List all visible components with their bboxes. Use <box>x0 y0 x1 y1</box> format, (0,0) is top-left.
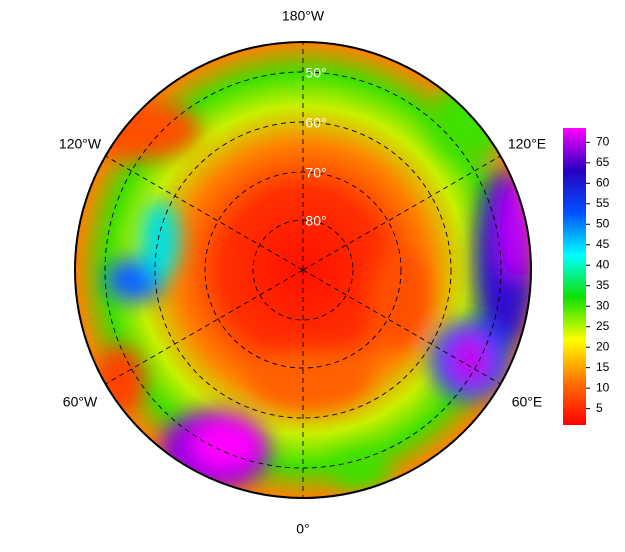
colorbar-tick-label: 35 <box>596 278 610 292</box>
colorbar-tick-label: 70 <box>596 135 610 149</box>
colorbar-tick-label: 60 <box>596 175 610 189</box>
colorbar-tick-label: 55 <box>596 196 610 210</box>
meridian <box>105 155 304 271</box>
meridian <box>105 269 304 385</box>
colorbar-tick-label: 65 <box>596 155 610 169</box>
colorbar-ramp <box>563 128 586 425</box>
meridian-label: 60°W <box>63 394 98 410</box>
map-border <box>74 41 532 499</box>
meridian-label: 60°E <box>512 394 543 410</box>
colorbar: 5 10 15 20 25 30 35 40 45 50 55 60 65 70 <box>563 128 610 425</box>
parallel-label: 50° <box>305 65 326 81</box>
labels: 50° 60° 70° 80° 180°W 120°W 60°W 0° 60°E 120°E <box>59 8 546 537</box>
colorbar-tick-label: 50 <box>596 216 610 230</box>
colorbar-tick-label: 40 <box>596 257 610 271</box>
colorbar-tick-label: 5 <box>596 401 603 415</box>
colorbar-tick-label: 15 <box>596 360 610 374</box>
colorbar-tick-label: 20 <box>596 339 610 353</box>
parallel <box>204 171 402 369</box>
meridian-label: 180°W <box>282 8 325 24</box>
meridian-label: 120°W <box>59 136 102 152</box>
meridian-label: 120°E <box>508 136 546 152</box>
colorbar-tick-label: 25 <box>596 319 610 333</box>
parallel-label: 60° <box>305 115 326 131</box>
meridian-label: 0° <box>296 521 309 537</box>
colorbar-tick-label: 45 <box>596 237 610 251</box>
colorbar-tick-label: 10 <box>596 380 610 394</box>
meridian <box>302 269 501 385</box>
graticule <box>104 42 502 498</box>
parallel-label: 70° <box>305 165 326 181</box>
meridian <box>302 155 501 271</box>
colorbar-tick-label: 30 <box>596 298 610 312</box>
parallel-label: 80° <box>305 213 326 229</box>
